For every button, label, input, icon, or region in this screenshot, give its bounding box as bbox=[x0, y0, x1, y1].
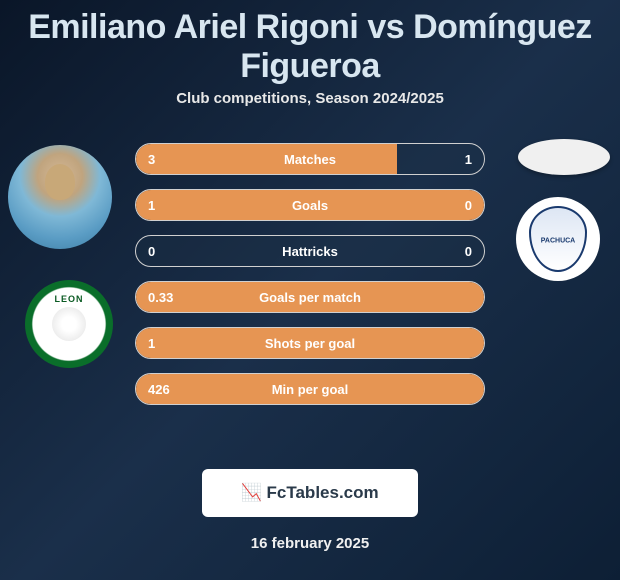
stat-left-value: 0.33 bbox=[148, 290, 173, 305]
brand-label: FcTables.com bbox=[267, 483, 379, 502]
stat-left-value: 426 bbox=[148, 382, 170, 397]
stat-row: 426 Min per goal bbox=[135, 373, 485, 405]
page-title: Emiliano Ariel Rigoni vs Domínguez Figue… bbox=[0, 0, 620, 90]
team1-logo-text: LEON bbox=[54, 294, 83, 304]
stat-row: 0.33 Goals per match bbox=[135, 281, 485, 313]
stat-left-value: 3 bbox=[148, 152, 155, 167]
stat-right-value: 1 bbox=[465, 152, 472, 167]
stat-bar: 426 Min per goal bbox=[135, 373, 485, 405]
subtitle: Club competitions, Season 2024/2025 bbox=[0, 90, 620, 125]
stat-label: Goals per match bbox=[259, 290, 361, 305]
comparison-content: LEON PACHUCA 3 Matches 1 1 Goals 0 bbox=[0, 125, 620, 465]
brand-text: 📈 FcTables.com bbox=[241, 483, 378, 503]
stat-label: Shots per goal bbox=[265, 336, 355, 351]
stat-left-value: 0 bbox=[148, 244, 155, 259]
player1-avatar bbox=[8, 145, 112, 249]
stats-bars: 3 Matches 1 1 Goals 0 0 Hattricks 0 bbox=[135, 143, 485, 419]
brand-box: 📈 FcTables.com bbox=[202, 469, 418, 517]
team2-logo-text: PACHUCA bbox=[541, 238, 575, 245]
stat-bar: 3 Matches 1 bbox=[135, 143, 485, 175]
stat-left-value: 1 bbox=[148, 198, 155, 213]
chart-icon: 📈 bbox=[241, 483, 262, 503]
stat-label: Hattricks bbox=[282, 244, 338, 259]
stat-fill bbox=[136, 144, 397, 174]
stat-row: 0 Hattricks 0 bbox=[135, 235, 485, 267]
stat-right-value: 0 bbox=[465, 198, 472, 213]
stat-left-value: 1 bbox=[148, 336, 155, 351]
stat-row: 1 Goals 0 bbox=[135, 189, 485, 221]
stat-bar: 0.33 Goals per match bbox=[135, 281, 485, 313]
stat-row: 3 Matches 1 bbox=[135, 143, 485, 175]
stat-row: 1 Shots per goal bbox=[135, 327, 485, 359]
stat-bar: 1 Goals 0 bbox=[135, 189, 485, 221]
stat-label: Min per goal bbox=[272, 382, 349, 397]
stat-right-value: 0 bbox=[465, 244, 472, 259]
date-text: 16 february 2025 bbox=[0, 535, 620, 552]
stat-label: Goals bbox=[292, 198, 328, 213]
team1-logo: LEON bbox=[25, 280, 113, 368]
stat-bar: 1 Shots per goal bbox=[135, 327, 485, 359]
stat-label: Matches bbox=[284, 152, 336, 167]
team2-logo: PACHUCA bbox=[516, 197, 600, 281]
team2-logo-shield: PACHUCA bbox=[529, 206, 587, 272]
player2-avatar bbox=[518, 139, 610, 175]
stat-bar: 0 Hattricks 0 bbox=[135, 235, 485, 267]
